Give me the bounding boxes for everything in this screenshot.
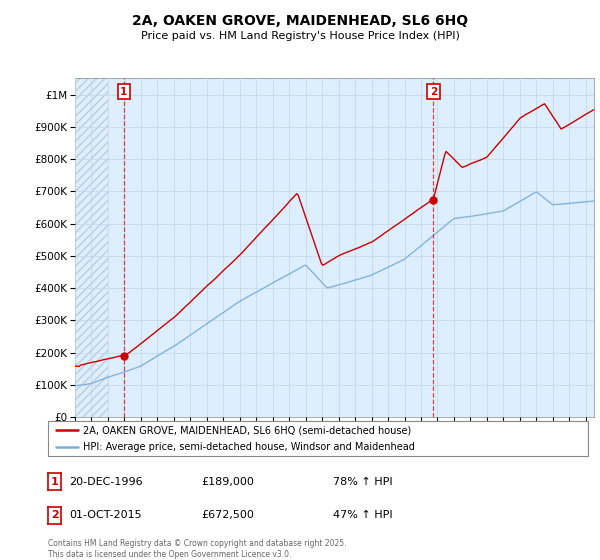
Text: 2A, OAKEN GROVE, MAIDENHEAD, SL6 6HQ: 2A, OAKEN GROVE, MAIDENHEAD, SL6 6HQ [132, 14, 468, 28]
Text: 20-DEC-1996: 20-DEC-1996 [69, 477, 143, 487]
Text: 1: 1 [121, 87, 128, 97]
Text: £189,000: £189,000 [201, 477, 254, 487]
Text: 01-OCT-2015: 01-OCT-2015 [69, 510, 142, 520]
Text: 2: 2 [51, 510, 58, 520]
Text: 78% ↑ HPI: 78% ↑ HPI [333, 477, 392, 487]
Text: £672,500: £672,500 [201, 510, 254, 520]
Text: 47% ↑ HPI: 47% ↑ HPI [333, 510, 392, 520]
Text: 2A, OAKEN GROVE, MAIDENHEAD, SL6 6HQ (semi-detached house): 2A, OAKEN GROVE, MAIDENHEAD, SL6 6HQ (se… [83, 425, 412, 435]
FancyBboxPatch shape [48, 421, 588, 456]
Text: Contains HM Land Registry data © Crown copyright and database right 2025.
This d: Contains HM Land Registry data © Crown c… [48, 539, 347, 559]
Text: Price paid vs. HM Land Registry's House Price Index (HPI): Price paid vs. HM Land Registry's House … [140, 31, 460, 41]
Text: 2: 2 [430, 87, 437, 97]
Text: HPI: Average price, semi-detached house, Windsor and Maidenhead: HPI: Average price, semi-detached house,… [83, 442, 415, 452]
Text: 1: 1 [51, 477, 58, 487]
Bar [75, 78, 108, 417]
